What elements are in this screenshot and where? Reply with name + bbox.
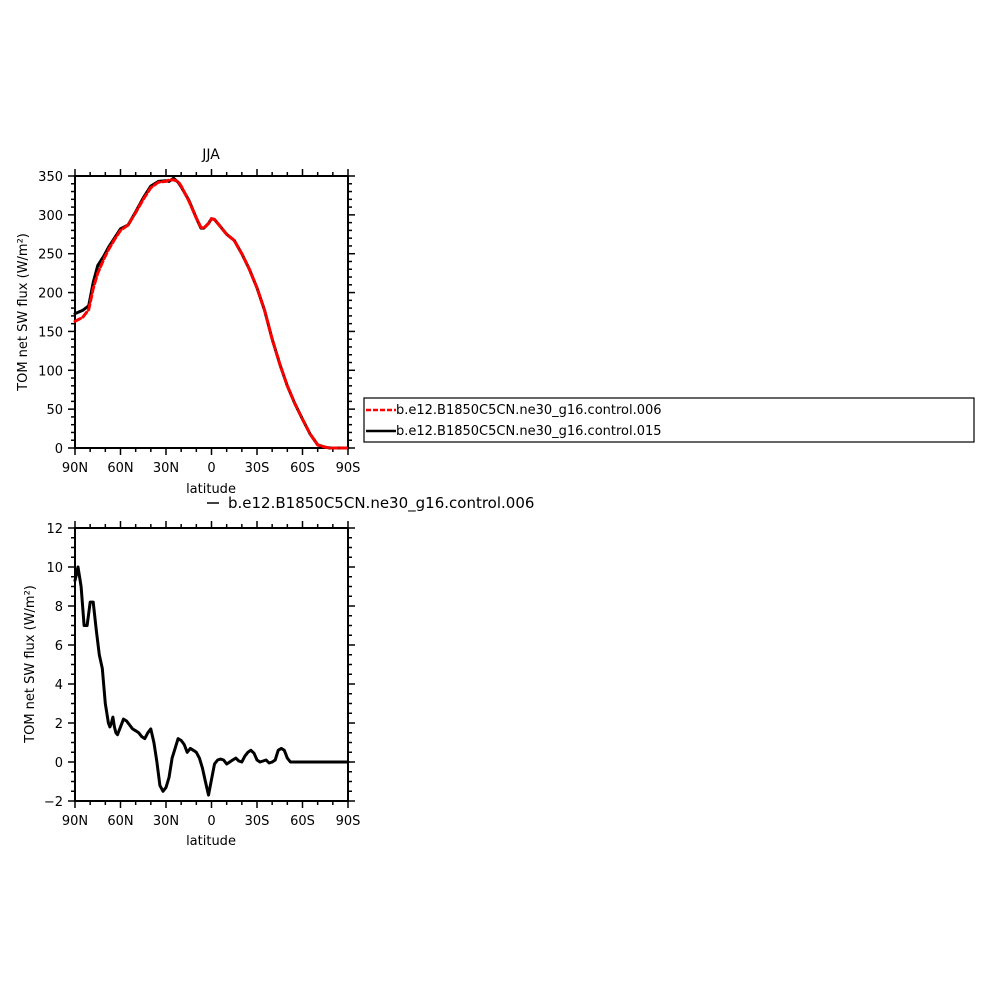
bottom-plot-frame	[74, 527, 349, 802]
bottom-y-tick-labels: −2 0 2 4 6 8 10 12	[44, 522, 63, 810]
top-y-tick-label: 200	[38, 287, 63, 302]
bottom-x-tick-label: 90S	[336, 814, 361, 829]
bottom-x-tick-label: 90N	[62, 814, 88, 829]
bottom-y-tick-label: 4	[55, 678, 63, 693]
bottom-y-tick-label: 2	[55, 717, 63, 732]
top-x-tick-label: 60S	[290, 461, 315, 476]
bottom-x-ticks	[74, 521, 349, 808]
bottom-series-lines	[73, 565, 350, 797]
top-y-tick-label: 150	[38, 325, 63, 340]
top-y-tick-labels: 0 50 100 150 200 250 300 350	[38, 170, 63, 457]
bottom-y-tick-label: −2	[44, 795, 63, 810]
bottom-y-tick-label: 12	[46, 522, 63, 537]
top-y-tick-label: 50	[46, 403, 63, 418]
top-y-tick-label: 0	[55, 442, 63, 457]
top-plot-panel: JJA 90N 60N 30N 0 30S 60S 90S 0 50 100 1…	[16, 147, 360, 497]
top-x-tick-label: 90N	[62, 461, 88, 476]
bottom-plot-panel: b.e12.B1850C5CN.ne30_g16.control.006 90N…	[23, 494, 534, 849]
legend: b.e12.B1850C5CN.ne30_g16.control.006 b.e…	[363, 397, 975, 443]
bottom-chart-title: b.e12.B1850C5CN.ne30_g16.control.006	[228, 494, 534, 513]
top-y-tick-label: 350	[38, 170, 63, 185]
top-y-tick-label: 250	[38, 248, 63, 263]
top-series-lines	[73, 176, 350, 450]
top-x-tick-label: 30N	[153, 461, 179, 476]
top-y-tick-label: 300	[38, 209, 63, 224]
bottom-x-tick-label: 60S	[290, 814, 315, 829]
top-plot-frame	[74, 175, 349, 449]
top-x-tick-label: 90S	[336, 461, 361, 476]
bottom-y-tick-label: 6	[55, 639, 63, 654]
top-y-axis-label: TOM net SW flux (W/m²)	[16, 233, 31, 392]
legend-box	[363, 397, 975, 443]
bottom-x-tick-label: 30S	[245, 814, 270, 829]
bottom-y-tick-label: 8	[55, 600, 63, 615]
bottom-y-ticks	[68, 527, 355, 802]
bottom-x-tick-label: 0	[207, 814, 215, 829]
top-x-tick-label: 60N	[107, 461, 133, 476]
top-series-line-0	[73, 178, 350, 450]
bottom-y-tick-label: 0	[55, 756, 63, 771]
top-x-ticks	[74, 169, 349, 455]
top-x-axis-label: latitude	[186, 482, 236, 497]
bottom-y-axis-label: TOM net SW flux (W/m²)	[23, 585, 38, 744]
legend-label-series-015: b.e12.B1850C5CN.ne30_g16.control.015	[396, 424, 662, 439]
bottom-x-tick-label: 60N	[107, 814, 133, 829]
bottom-x-tick-label: 30N	[153, 814, 179, 829]
top-chart-title: JJA	[201, 147, 220, 163]
top-x-tick-label: 0	[207, 461, 215, 476]
bottom-series-line-0	[73, 565, 350, 797]
legend-label-series-006: b.e12.B1850C5CN.ne30_g16.control.006	[396, 403, 662, 418]
top-y-ticks	[68, 175, 355, 449]
bottom-y-tick-label: 10	[46, 561, 63, 576]
bottom-x-tick-labels: 90N 60N 30N 0 30S 60S 90S	[62, 814, 361, 829]
top-y-tick-label: 100	[38, 364, 63, 379]
top-x-tick-label: 30S	[245, 461, 270, 476]
bottom-x-axis-label: latitude	[186, 834, 236, 849]
top-x-tick-labels: 90N 60N 30N 0 30S 60S 90S	[62, 461, 361, 476]
